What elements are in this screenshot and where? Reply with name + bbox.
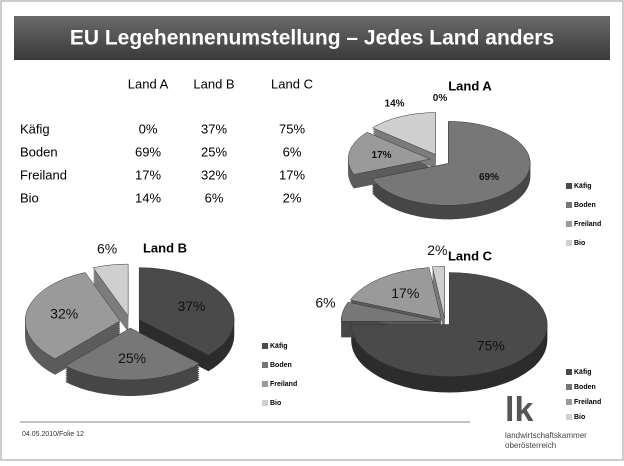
table-cell: 0% bbox=[139, 121, 158, 136]
row-label: Boden bbox=[20, 144, 58, 159]
table-cell: 32% bbox=[201, 167, 227, 182]
legend-label: Käfig bbox=[270, 343, 288, 350]
pie-slice bbox=[138, 267, 235, 356]
pie-slice bbox=[372, 112, 436, 155]
legend-swatch bbox=[566, 240, 572, 246]
table-cell: 6% bbox=[283, 144, 302, 159]
table-cell: 75% bbox=[279, 121, 305, 136]
legend-swatch bbox=[566, 399, 572, 405]
title-bar bbox=[14, 16, 610, 60]
chart-title: Land A bbox=[448, 78, 492, 93]
legend-label: Käfig bbox=[574, 369, 592, 376]
legend-label: Bio bbox=[574, 240, 585, 247]
chart-title: Land B bbox=[143, 240, 187, 255]
table-header: Land B bbox=[193, 76, 234, 91]
legend-swatch bbox=[262, 343, 268, 349]
table-cell: 37% bbox=[201, 121, 227, 136]
data-label: 17% bbox=[391, 285, 419, 301]
data-label: 37% bbox=[177, 298, 205, 314]
row-label: Bio bbox=[20, 190, 39, 205]
pie-slice bbox=[347, 132, 431, 175]
table-cell: 17% bbox=[135, 167, 161, 182]
logo-mark: lk bbox=[505, 391, 533, 429]
pie-slice bbox=[432, 266, 445, 319]
table-cell: 69% bbox=[135, 144, 161, 159]
logo-line: oberösterreich bbox=[505, 441, 556, 450]
legend-label: Bio bbox=[270, 400, 281, 407]
table-cell: 6% bbox=[205, 190, 224, 205]
data-label: 2% bbox=[427, 242, 447, 258]
pie-slice bbox=[349, 267, 442, 320]
row-label: Käfig bbox=[20, 121, 50, 136]
data-label: 6% bbox=[315, 295, 335, 311]
footer: 04.05.2010/Folie 12 bbox=[22, 431, 84, 438]
data-label: 69% bbox=[479, 172, 499, 183]
table-header: Land A bbox=[128, 76, 169, 91]
row-label: Freiland bbox=[20, 167, 67, 182]
table-cell: 14% bbox=[135, 190, 161, 205]
legend-swatch bbox=[262, 362, 268, 368]
legend-swatch bbox=[566, 183, 572, 189]
legend-label: Freiland bbox=[574, 399, 601, 406]
pie-slice bbox=[350, 272, 548, 377]
data-label: 75% bbox=[477, 337, 505, 353]
legend-label: Freiland bbox=[574, 221, 601, 228]
pie-slice bbox=[340, 301, 440, 322]
legend-label: Bio bbox=[574, 414, 585, 421]
table-header: Land C bbox=[271, 76, 313, 91]
legend-swatch bbox=[566, 221, 572, 227]
table-cell: 2% bbox=[283, 190, 302, 205]
data-label: 32% bbox=[50, 306, 78, 322]
legend-label: Boden bbox=[270, 362, 292, 369]
legend-swatch bbox=[566, 384, 572, 390]
legend-label: Freiland bbox=[270, 381, 297, 388]
legend-swatch bbox=[262, 381, 268, 387]
legend-swatch bbox=[566, 202, 572, 208]
legend-swatch bbox=[262, 400, 268, 406]
data-label: 14% bbox=[385, 98, 405, 109]
table-cell: 17% bbox=[279, 167, 305, 182]
data-label: 6% bbox=[97, 241, 117, 257]
legend-label: Boden bbox=[574, 202, 596, 209]
pie-slice bbox=[92, 263, 129, 317]
data-label: 25% bbox=[118, 350, 146, 366]
legend-swatch bbox=[566, 369, 572, 375]
logo-line: landwirtschaftskammer bbox=[505, 431, 587, 440]
data-label: 17% bbox=[372, 150, 392, 161]
slide-title: EU Legehennenumstellung – Jedes Land and… bbox=[70, 27, 554, 50]
data-label: 0% bbox=[433, 93, 448, 104]
pie-slice bbox=[64, 327, 201, 381]
legend-label: Boden bbox=[574, 384, 596, 391]
chart-title: Land C bbox=[448, 248, 493, 263]
legend-swatch bbox=[566, 414, 572, 420]
pie-slice bbox=[24, 272, 121, 360]
pie-slice bbox=[371, 121, 531, 206]
table-cell: 25% bbox=[201, 144, 227, 159]
legend-label: Käfig bbox=[574, 183, 592, 190]
